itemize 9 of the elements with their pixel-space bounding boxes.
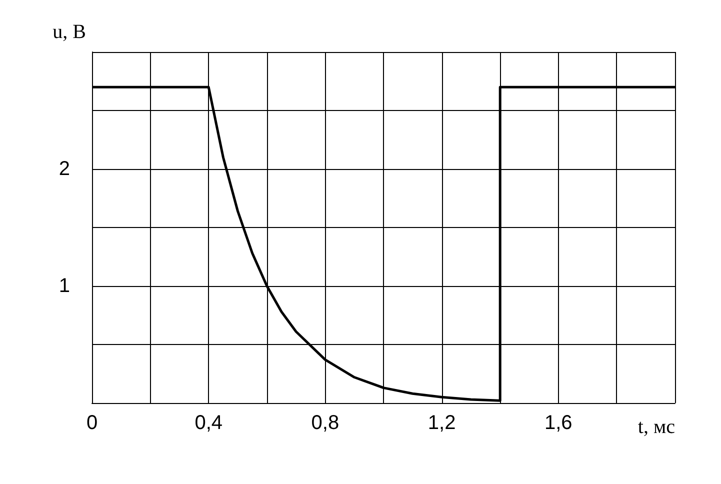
x-tick-label: 0,4 — [194, 412, 223, 434]
x-axis-title: t, мс — [638, 416, 676, 438]
x-tick-label: 0 — [86, 412, 98, 434]
y-axis-title: u, В — [52, 21, 86, 43]
x-tick-label: 1,2 — [428, 412, 456, 434]
x-tick-label: 0,8 — [311, 412, 340, 434]
x-tick-label: 1,6 — [544, 412, 572, 434]
y-tick-label: 1 — [58, 275, 70, 297]
y-tick-label: 2 — [58, 158, 70, 180]
